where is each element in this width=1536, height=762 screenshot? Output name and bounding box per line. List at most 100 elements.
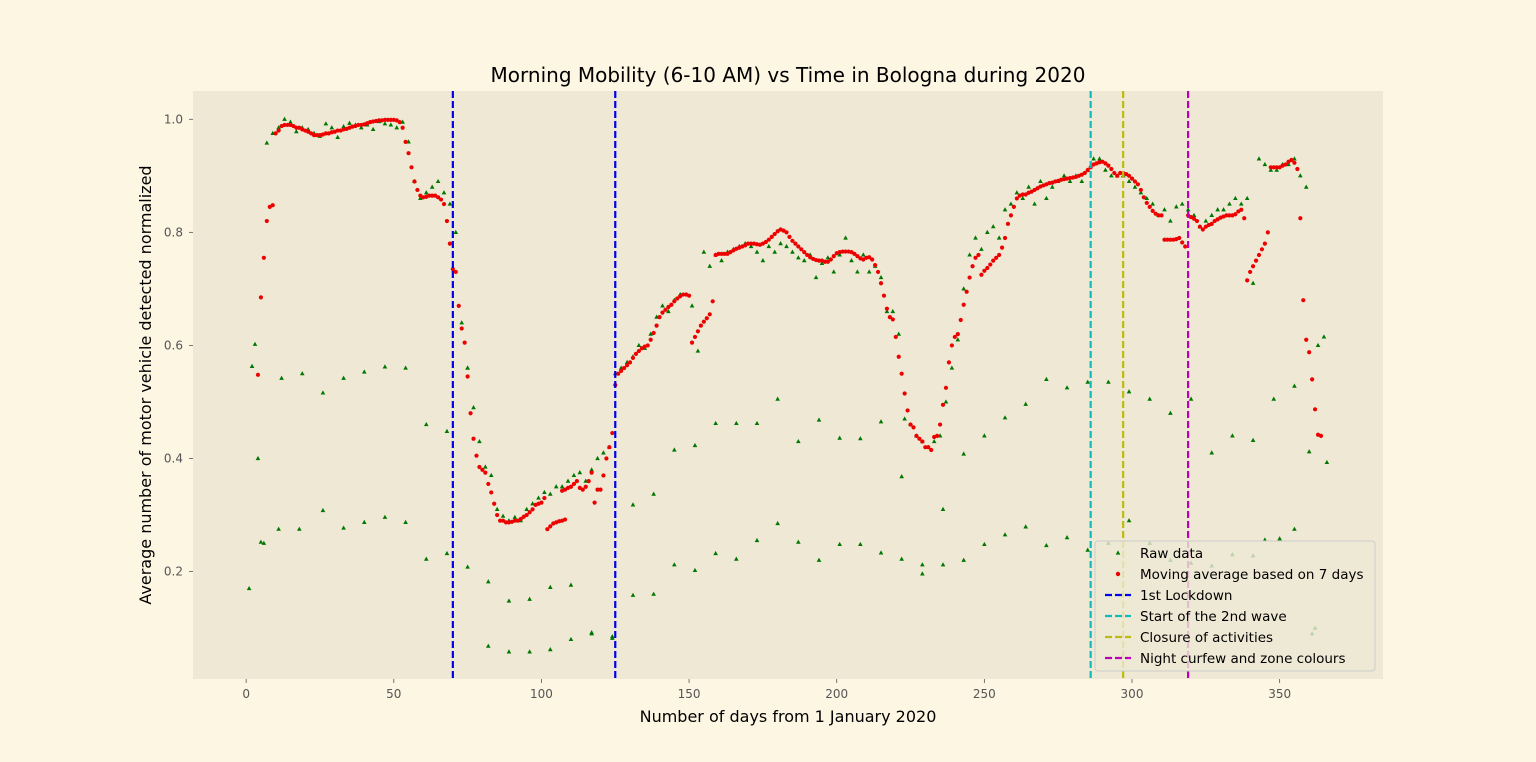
moving-average-point <box>1147 204 1152 210</box>
moving-average-point <box>787 234 792 239</box>
moving-average-point <box>790 238 795 243</box>
moving-average-point <box>1141 195 1146 200</box>
raw-data-point <box>423 190 429 195</box>
raw-data-point <box>902 416 907 421</box>
raw-data-point <box>967 252 972 257</box>
raw-data-point <box>899 556 904 561</box>
raw-data-point <box>1233 195 1238 201</box>
raw-data-point <box>447 201 453 206</box>
raw-data-point <box>1061 173 1067 178</box>
raw-data-point <box>255 455 261 461</box>
raw-data-point <box>335 134 340 139</box>
moving-average-point <box>1085 168 1090 173</box>
raw-data-point <box>982 433 987 438</box>
raw-data-point <box>689 303 695 308</box>
raw-data-point <box>506 649 512 654</box>
moving-average-point <box>669 302 674 307</box>
moving-average-point <box>875 269 881 275</box>
raw-data-point <box>858 541 863 547</box>
raw-data-point <box>1008 201 1014 206</box>
moving-average-point <box>323 131 328 136</box>
raw-data-point <box>884 308 890 314</box>
moving-average-point <box>657 315 662 320</box>
moving-average-point <box>497 518 503 523</box>
moving-average-point <box>923 445 928 450</box>
raw-data-point <box>816 557 822 562</box>
y-axis-label: Average number of motor vehicle detected… <box>136 165 155 604</box>
moving-average-point <box>784 230 789 235</box>
moving-average-point <box>471 436 476 441</box>
raw-data-point <box>990 224 996 229</box>
moving-average-point <box>480 467 485 472</box>
raw-data-point <box>1250 280 1256 285</box>
raw-data-point <box>796 539 801 544</box>
raw-data-point <box>261 540 267 545</box>
moving-average-point <box>388 117 393 122</box>
raw-data-point <box>536 495 541 500</box>
raw-data-point <box>276 125 281 130</box>
moving-average-point <box>530 507 535 512</box>
moving-average-point <box>1112 170 1117 176</box>
legend-item: Closure of activities <box>1105 630 1273 646</box>
raw-data-point <box>982 541 987 547</box>
moving-average-point <box>1224 213 1229 218</box>
raw-data-point <box>459 320 465 325</box>
raw-data-point <box>465 564 470 569</box>
raw-data-point <box>878 419 884 424</box>
raw-data-point <box>382 514 388 519</box>
moving-average-point <box>571 481 577 487</box>
moving-average-point <box>592 500 597 505</box>
legend-label: 1st Lockdown <box>1140 588 1232 604</box>
moving-average-point <box>985 265 990 271</box>
moving-average-point <box>1304 337 1309 342</box>
moving-average-point <box>935 433 940 438</box>
raw-data-point <box>713 420 718 426</box>
raw-data-point <box>1209 212 1215 217</box>
raw-data-point <box>973 235 978 240</box>
raw-data-point <box>288 119 293 124</box>
moving-average-point <box>294 125 299 130</box>
moving-average-point <box>805 252 810 258</box>
raw-data-point <box>766 243 772 249</box>
moving-average-point <box>1253 258 1259 263</box>
moving-average-point <box>766 237 771 242</box>
moving-average-point <box>893 334 898 340</box>
raw-data-point <box>565 478 571 483</box>
moving-average-point <box>385 117 390 122</box>
raw-data-point <box>1179 201 1185 206</box>
raw-data-point <box>524 506 529 511</box>
x-tick-label: 200 <box>825 687 848 701</box>
x-tick-label: 100 <box>530 687 553 701</box>
raw-data-point <box>423 556 429 561</box>
raw-data-point <box>361 519 367 524</box>
raw-data-point <box>813 274 819 280</box>
moving-average-point <box>689 340 695 345</box>
moving-average-point <box>335 128 340 133</box>
raw-data-point <box>1203 218 1209 223</box>
raw-data-point <box>858 436 863 441</box>
raw-data-point <box>734 420 739 426</box>
raw-data-point <box>1067 178 1073 184</box>
raw-data-point <box>920 562 925 567</box>
moving-average-point <box>1197 224 1203 229</box>
moving-average-point <box>976 252 981 258</box>
moving-average-point <box>994 255 999 260</box>
moving-average-point <box>1005 221 1011 226</box>
moving-average-point <box>1165 237 1170 242</box>
raw-data-point <box>1103 167 1108 172</box>
raw-data-point <box>1147 396 1153 401</box>
moving-average-point <box>799 247 804 252</box>
moving-average-point <box>1271 165 1276 170</box>
legend: Raw data Moving average based on 7 days 1s… <box>1094 540 1376 672</box>
raw-data-point <box>1162 207 1167 212</box>
raw-data-point <box>403 365 408 370</box>
moving-average-point <box>666 304 671 310</box>
moving-average-point <box>881 293 887 298</box>
moving-average-point <box>568 484 574 489</box>
moving-average-point <box>1227 213 1232 218</box>
moving-average-point <box>884 306 890 311</box>
moving-average-point <box>946 360 952 365</box>
raw-data-point <box>651 491 656 496</box>
moving-average-point <box>822 259 828 264</box>
raw-data-point <box>370 126 376 132</box>
